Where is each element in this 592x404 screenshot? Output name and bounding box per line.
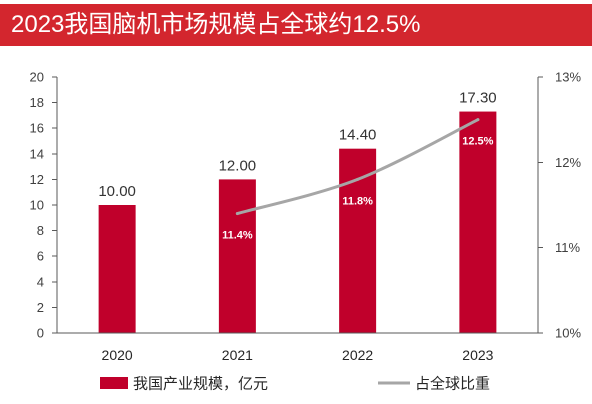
share-point-label: 12.5% bbox=[462, 136, 493, 148]
right-axis-tick-label: 10% bbox=[555, 326, 581, 341]
bar-value-label: 17.30 bbox=[459, 90, 497, 107]
left-axis-tick-label: 16 bbox=[30, 121, 44, 136]
x-axis-tick-label: 2022 bbox=[342, 347, 373, 363]
share-point-2023 bbox=[476, 118, 480, 122]
share-point-2022 bbox=[356, 177, 360, 181]
left-axis-tick-label: 10 bbox=[30, 198, 44, 213]
left-axis-tick-label: 14 bbox=[30, 146, 44, 161]
legend-swatch-bar bbox=[100, 377, 128, 389]
share-point-2021 bbox=[235, 212, 239, 216]
left-axis-tick-label: 18 bbox=[30, 95, 44, 110]
x-axis-tick-label: 2021 bbox=[222, 347, 253, 363]
chart-title: 2023我国脑机市场规模占全球约12.5% bbox=[11, 11, 421, 38]
share-point-label: 11.8% bbox=[342, 195, 373, 207]
left-axis-tick-label: 0 bbox=[37, 326, 44, 341]
bar-value-labels: 10.00 12.00 14.40 17.30 bbox=[98, 90, 496, 200]
bar-value-label: 12.00 bbox=[219, 157, 257, 174]
left-axis-tick-label: 12 bbox=[30, 172, 44, 187]
legend-label-bar: 我国产业规模，亿元 bbox=[133, 376, 268, 393]
right-axis-tick-label: 11% bbox=[555, 240, 580, 255]
share-line-series: 11.4% 11.8% 12.5% bbox=[222, 118, 494, 242]
bar-2021 bbox=[218, 179, 256, 333]
bar-series bbox=[98, 111, 497, 333]
x-axis: 2020 2021 2022 2023 bbox=[57, 332, 538, 363]
share-point-label: 11.4% bbox=[222, 230, 253, 242]
left-axis-tick-label: 6 bbox=[37, 249, 44, 264]
title-bar: 2023我国脑机市场规模占全球约12.5% bbox=[0, 4, 592, 46]
bar-2022 bbox=[339, 148, 377, 333]
left-axis-tick-label: 2 bbox=[37, 300, 44, 315]
legend-label-line: 占全球比重 bbox=[415, 375, 490, 393]
x-axis-tick-label: 2023 bbox=[462, 347, 493, 363]
bar-value-label: 10.00 bbox=[98, 183, 136, 200]
right-y-axis: 10% 11% 12% 13% bbox=[537, 70, 581, 341]
right-axis-tick-label: 12% bbox=[555, 155, 581, 170]
left-y-axis: 0 2 4 6 8 10 12 14 16 18 20 bbox=[30, 70, 58, 341]
left-axis-tick-label: 8 bbox=[37, 223, 44, 238]
bar-2023 bbox=[459, 111, 497, 333]
left-axis-tick-label: 4 bbox=[37, 274, 44, 289]
left-axis-tick-label: 20 bbox=[30, 70, 44, 85]
bar-2020 bbox=[98, 205, 136, 333]
legend: 我国产业规模，亿元 占全球比重 bbox=[100, 375, 490, 393]
right-axis-tick-label: 13% bbox=[555, 70, 581, 85]
bar-value-label: 14.40 bbox=[339, 127, 377, 144]
x-axis-tick-label: 2020 bbox=[102, 347, 133, 363]
